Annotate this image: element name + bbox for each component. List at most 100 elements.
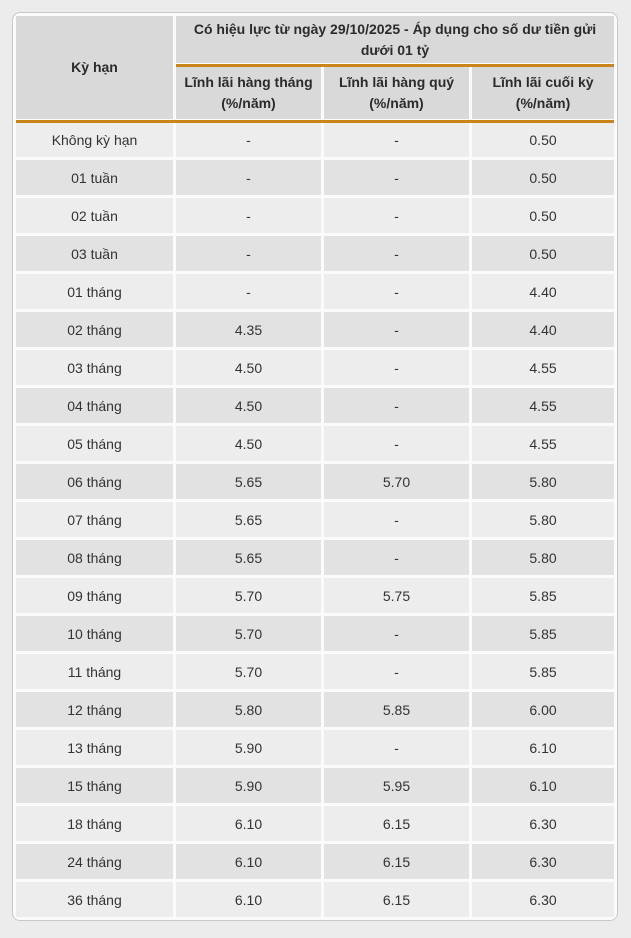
rate-cell-end-of-term: 5.80 (472, 540, 615, 575)
rate-cell-quarterly: - (324, 730, 469, 765)
term-cell: 10 tháng (16, 616, 173, 651)
rate-cell-end-of-term: 6.30 (472, 844, 615, 879)
term-cell: 15 tháng (16, 768, 173, 803)
rate-row: 11 tháng 5.70-5.85 (16, 654, 615, 689)
rate-row: 01 tháng - -4.40 (16, 274, 615, 309)
rate-cell-end-of-term: 4.40 (472, 274, 615, 309)
rate-cell-end-of-term: 0.50 (472, 160, 615, 195)
rate-cell-end-of-term: 4.40 (472, 312, 615, 347)
rate-table-body: Không kỳ hạn - -0.50 01 tuần - -0.50 02 tuần - -… (16, 122, 615, 917)
rate-cell-end-of-term: 5.80 (472, 464, 615, 499)
rate-cell-end-of-term: 5.85 (472, 616, 615, 651)
rate-cell-quarterly: - (324, 274, 469, 309)
term-cell: 18 tháng (16, 806, 173, 841)
rate-cell-end-of-term: 5.85 (472, 578, 615, 613)
rate-cell-quarterly: - (324, 350, 469, 385)
rate-cell-quarterly: - (324, 160, 469, 195)
term-cell: 11 tháng (16, 654, 173, 689)
term-cell: 05 tháng (16, 426, 173, 461)
term-cell: 09 tháng (16, 578, 173, 613)
rate-cell-quarterly: - (324, 198, 469, 233)
rate-row: 24 tháng 6.10 6.15 6.30 (16, 844, 615, 879)
term-cell: 07 tháng (16, 502, 173, 537)
rate-cell-quarterly: 5.75 (324, 578, 469, 613)
rate-cell-end-of-term: 4.55 (472, 388, 615, 423)
rate-cell-end-of-term: 6.30 (472, 806, 615, 841)
rate-cell-monthly: 6.10 (176, 844, 321, 879)
rate-cell-quarterly: 5.95 (324, 768, 469, 803)
rate-cell-quarterly: - (324, 122, 469, 157)
rate-cell-end-of-term: 6.10 (472, 768, 615, 803)
rate-cell-monthly: 5.90 (176, 730, 321, 765)
column-header-quarterly-interest: Lĩnh lãi hàng quý (%/năm) (324, 66, 469, 119)
rate-cell-monthly: - (176, 122, 321, 157)
rate-cell-monthly: 6.10 (176, 882, 321, 917)
term-cell: 12 tháng (16, 692, 173, 727)
term-cell: 02 tháng (16, 312, 173, 347)
rate-cell-monthly: 5.70 (176, 578, 321, 613)
rate-cell-quarterly: - (324, 236, 469, 271)
rate-row: 04 tháng 4.50-4.55 (16, 388, 615, 423)
interest-rate-table: Kỳ hạn Có hiệu lực từ ngày 29/10/2025 - … (13, 13, 617, 920)
rate-cell-quarterly: 6.15 (324, 882, 469, 917)
rate-cell-quarterly: 6.15 (324, 844, 469, 879)
rate-cell-monthly: 4.50 (176, 426, 321, 461)
rate-row: 13 tháng 5.90-6.10 (16, 730, 615, 765)
rate-table-header: Kỳ hạn Có hiệu lực từ ngày 29/10/2025 - … (16, 16, 615, 119)
term-cell: 08 tháng (16, 540, 173, 575)
term-cell: 36 tháng (16, 882, 173, 917)
term-cell: 03 tuần (16, 236, 173, 271)
rate-row: 02 tháng 4.35-4.40 (16, 312, 615, 347)
rate-cell-monthly: 4.50 (176, 350, 321, 385)
term-cell: 24 tháng (16, 844, 173, 879)
rate-cell-monthly: 5.90 (176, 768, 321, 803)
rate-cell-quarterly: - (324, 426, 469, 461)
rate-cell-quarterly: 5.70 (324, 464, 469, 499)
rate-cell-end-of-term: 0.50 (472, 122, 615, 157)
rate-cell-quarterly: 5.85 (324, 692, 469, 727)
rate-row: 02 tuần - -0.50 (16, 198, 615, 233)
rate-row: 01 tuần - -0.50 (16, 160, 615, 195)
rate-row: 10 tháng 5.70-5.85 (16, 616, 615, 651)
rate-cell-quarterly: - (324, 388, 469, 423)
rate-cell-quarterly: - (324, 654, 469, 689)
rate-row: 08 tháng 5.65-5.80 (16, 540, 615, 575)
term-cell: 04 tháng (16, 388, 173, 423)
rate-cell-end-of-term: 4.55 (472, 350, 615, 385)
rate-cell-end-of-term: 6.00 (472, 692, 615, 727)
rate-cell-end-of-term: 5.85 (472, 654, 615, 689)
term-cell: 06 tháng (16, 464, 173, 499)
rate-row: 12 tháng 5.80 5.85 6.00 (16, 692, 615, 727)
rate-cell-quarterly: - (324, 540, 469, 575)
rate-cell-end-of-term: 5.80 (472, 502, 615, 537)
rate-cell-end-of-term: 6.10 (472, 730, 615, 765)
term-cell: 03 tháng (16, 350, 173, 385)
rate-row: 03 tuần - -0.50 (16, 236, 615, 271)
rate-cell-monthly: 4.35 (176, 312, 321, 347)
rate-cell-monthly: 4.50 (176, 388, 321, 423)
rate-row: 06 tháng 5.65 5.70 5.80 (16, 464, 615, 499)
rate-cell-monthly: - (176, 274, 321, 309)
rate-cell-monthly: 5.65 (176, 502, 321, 537)
rate-cell-monthly: 5.70 (176, 654, 321, 689)
interest-rate-table-container: Kỳ hạn Có hiệu lực từ ngày 29/10/2025 - … (12, 12, 618, 921)
term-cell: Không kỳ hạn (16, 122, 173, 157)
rate-row: 15 tháng 5.90 5.95 6.10 (16, 768, 615, 803)
rate-row: 07 tháng 5.65-5.80 (16, 502, 615, 537)
rate-cell-quarterly: - (324, 616, 469, 651)
term-column-header: Kỳ hạn (16, 16, 173, 119)
rate-cell-monthly: 5.70 (176, 616, 321, 651)
rate-row: 09 tháng 5.70 5.75 5.85 (16, 578, 615, 613)
rate-cell-monthly: 6.10 (176, 806, 321, 841)
rate-cell-end-of-term: 4.55 (472, 426, 615, 461)
rate-cell-end-of-term: 6.30 (472, 882, 615, 917)
rate-cell-monthly: 5.65 (176, 464, 321, 499)
column-header-end-of-term-interest: Lĩnh lãi cuối kỳ (%/năm) (472, 66, 615, 119)
rate-cell-quarterly: - (324, 312, 469, 347)
rate-row: 03 tháng 4.50-4.55 (16, 350, 615, 385)
rate-cell-end-of-term: 0.50 (472, 236, 615, 271)
rate-row: 18 tháng 6.10 6.15 6.30 (16, 806, 615, 841)
rate-cell-quarterly: 6.15 (324, 806, 469, 841)
term-cell: 01 tuần (16, 160, 173, 195)
rate-row: Không kỳ hạn - -0.50 (16, 122, 615, 157)
